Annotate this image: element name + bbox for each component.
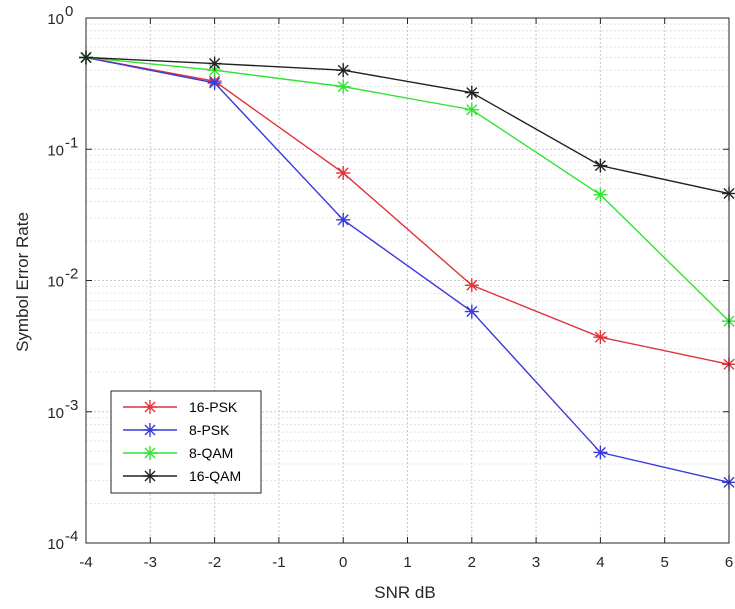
- data-point: [464, 85, 479, 100]
- x-tick-label: -2: [208, 554, 221, 571]
- star-marker-stroke: [337, 214, 349, 226]
- x-axis-label: SNR dB: [374, 583, 435, 602]
- x-tick-label: 6: [725, 554, 733, 571]
- star-marker-stroke: [144, 424, 156, 436]
- star-marker-stroke: [144, 447, 156, 459]
- data-point: [207, 75, 222, 90]
- star-marker-stroke: [337, 167, 349, 179]
- star-marker-stroke: [144, 401, 156, 413]
- star-marker-stroke: [594, 189, 606, 201]
- y-tick-exponent: 0: [65, 3, 73, 20]
- data-point: [464, 304, 479, 319]
- x-tick-label: 3: [532, 554, 540, 571]
- star-marker-stroke: [209, 77, 221, 89]
- legend-label: 8-QAM: [189, 445, 233, 461]
- data-point: [593, 445, 608, 460]
- data-point: [593, 187, 608, 202]
- y-tick-label: 10: [47, 274, 64, 291]
- data-point: [336, 63, 351, 78]
- star-marker-stroke: [466, 306, 478, 318]
- star-marker-stroke: [337, 81, 349, 93]
- star-marker-stroke: [594, 331, 606, 343]
- legend-item: 16-QAM: [123, 468, 241, 484]
- y-axis-label: Symbol Error Rate: [13, 212, 32, 352]
- legend-item: 16-PSK: [123, 399, 238, 415]
- y-tick-exponent: -2: [65, 266, 78, 283]
- data-point: [464, 278, 479, 293]
- x-tick-label: 1: [403, 554, 411, 571]
- data-point: [336, 165, 351, 180]
- y-tick-label: 10: [47, 11, 64, 28]
- star-marker-stroke: [337, 64, 349, 76]
- data-point: [207, 56, 222, 71]
- x-tick-label: -4: [79, 554, 92, 571]
- data-point: [593, 158, 608, 173]
- y-tick-label: 10: [47, 142, 64, 159]
- y-tick-exponent: -3: [65, 397, 78, 414]
- series-line: [85, 56, 730, 195]
- y-tick-exponent: -1: [65, 134, 78, 151]
- legend: 16-PSK 8-PSK 8-QAM 16-QAM: [110, 390, 262, 494]
- data-point: [336, 212, 351, 227]
- y-tick-label: 10: [47, 536, 64, 553]
- x-tick-labels: -4 -3 -2 -1 0 1 2 3 4 5 6: [79, 554, 733, 571]
- series-16-qam: [79, 50, 735, 201]
- star-marker-stroke: [594, 160, 606, 172]
- x-tick-label: 2: [468, 554, 476, 571]
- star-marker-stroke: [466, 87, 478, 99]
- legend-item: 8-PSK: [123, 422, 230, 438]
- data-point: [593, 330, 608, 345]
- star-marker-stroke: [144, 470, 156, 482]
- legend-marker: [143, 400, 157, 414]
- star-marker-stroke: [466, 104, 478, 116]
- series-layer: [79, 50, 735, 490]
- series-line: [85, 56, 730, 322]
- x-tick-label: -3: [144, 554, 157, 571]
- legend-marker: [143, 469, 157, 483]
- axes-frame: [85, 17, 730, 544]
- data-point: [336, 79, 351, 94]
- legend-item: 8-QAM: [123, 445, 233, 461]
- y-tick-label: 10: [47, 405, 64, 422]
- x-tick-label: 5: [661, 554, 669, 571]
- legend-marker: [143, 423, 157, 437]
- data-point: [464, 102, 479, 117]
- series-line: [85, 56, 730, 365]
- x-tick-label: 4: [596, 554, 604, 571]
- star-marker-stroke: [594, 446, 606, 458]
- x-tick-label: -1: [272, 554, 285, 571]
- x-tick-label: 0: [339, 554, 347, 571]
- legend-label: 8-PSK: [189, 422, 230, 438]
- star-marker-stroke: [466, 279, 478, 291]
- series-line: [85, 56, 730, 483]
- legend-marker: [143, 446, 157, 460]
- star-marker-stroke: [209, 57, 221, 70]
- legend-label: 16-PSK: [189, 399, 238, 415]
- legend-label: 16-QAM: [189, 468, 241, 484]
- y-tick-exponent: -4: [65, 528, 78, 545]
